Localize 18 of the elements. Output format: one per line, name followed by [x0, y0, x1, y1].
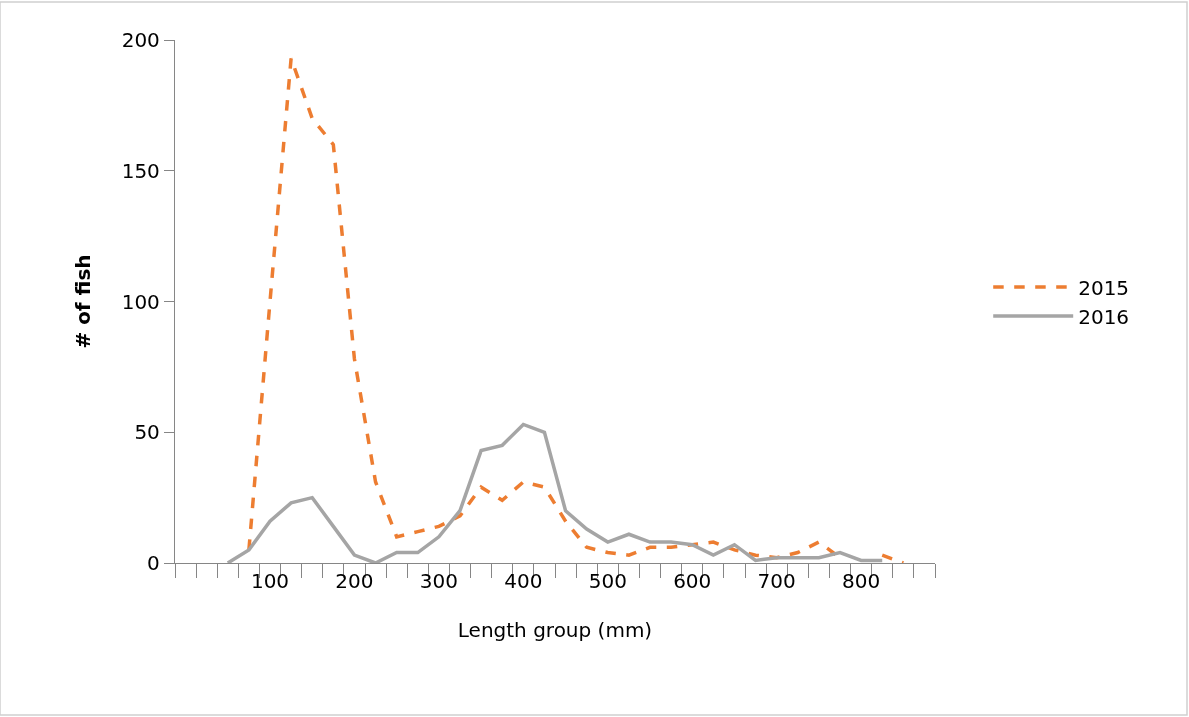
y-tick-label: 100 — [121, 289, 160, 314]
x-tick-label: 700 — [757, 569, 796, 594]
x-tick-label: 600 — [673, 569, 712, 594]
legend-label: 2015 — [1078, 275, 1130, 300]
y-tick-label: 150 — [121, 158, 160, 183]
y-tick-label: 0 — [147, 551, 160, 575]
x-tick-label: 400 — [504, 569, 543, 594]
y-axis-title: # of fish — [71, 254, 96, 349]
legend-label: 2016 — [1078, 304, 1130, 329]
x-tick-label: 200 — [335, 569, 374, 594]
x-tick-label: 300 — [419, 569, 458, 594]
x-axis-title: Length group (mm) — [457, 617, 653, 642]
x-tick-label: 800 — [842, 569, 881, 594]
y-tick-label: 200 — [121, 28, 160, 52]
x-tick-label: 100 — [250, 569, 290, 594]
x-tick-label: 500 — [588, 569, 627, 594]
y-tick-label: 50 — [134, 420, 160, 445]
line-series — [226, 422, 884, 563]
